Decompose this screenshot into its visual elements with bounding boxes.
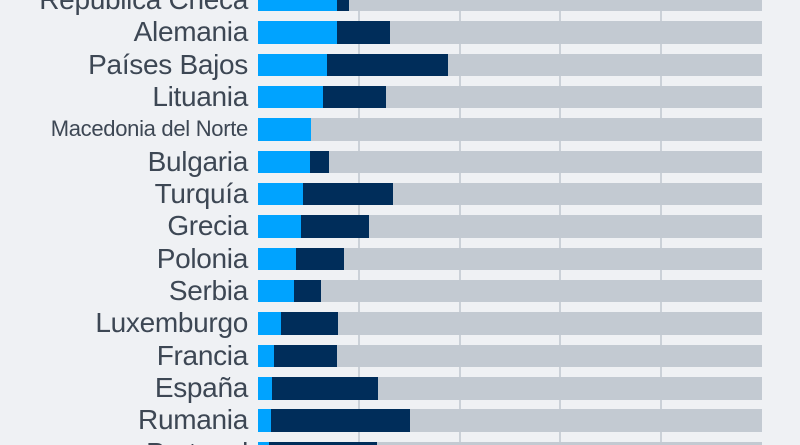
bar-track — [258, 118, 762, 141]
bar-segment-light-blue — [258, 344, 275, 368]
country-label: Lituania — [152, 81, 248, 113]
chart-row: Serbia — [0, 275, 800, 312]
bar-track — [258, 247, 762, 271]
bar-segment-dark-blue — [303, 183, 394, 206]
bar-segment-light-blue — [258, 0, 337, 12]
country-label: España — [154, 372, 248, 404]
bar-track — [258, 150, 762, 174]
country-label: Alemania — [133, 16, 249, 48]
bar-segment-dark-blue — [294, 280, 322, 303]
country-label: Serbia — [168, 275, 248, 307]
bar-segment-dark-blue — [322, 86, 386, 109]
bar-track — [258, 53, 762, 77]
bar-track — [258, 21, 762, 44]
bar-track — [258, 280, 762, 303]
country-label: República Checa — [0, 0, 248, 14]
chart-row: República Checa — [0, 0, 800, 21]
bar-track — [258, 183, 762, 206]
bar-segment-light-blue — [258, 312, 282, 335]
bar-segment-dark-blue — [281, 312, 338, 335]
bar-segment-dark-blue — [296, 247, 344, 271]
country-label: Grecia — [167, 210, 248, 242]
bar-segment-dark-blue — [272, 377, 378, 400]
chart-row: Grecia — [0, 210, 800, 247]
bar-segment-light-blue — [258, 441, 270, 445]
bar-segment-dark-blue — [336, 0, 349, 12]
bar-segment-light-blue — [258, 150, 311, 174]
chart-row: España — [0, 372, 800, 409]
country-label: Portugal — [0, 438, 248, 445]
chart-row: Turquía — [0, 178, 800, 215]
bar-track — [258, 312, 762, 335]
bar-segment-dark-blue — [310, 150, 329, 174]
country-label: Macedonia del Norte — [50, 116, 249, 142]
country-label: Luxemburgo — [95, 307, 248, 339]
chart-row: Polonia — [0, 242, 800, 280]
bar-track — [258, 344, 762, 368]
country-label: Polonia — [156, 242, 249, 274]
bar-segment-light-blue — [258, 21, 337, 44]
bar-segment-dark-blue — [326, 53, 449, 77]
country-label: Rumania — [138, 404, 248, 436]
bar-segment-light-blue — [258, 409, 272, 432]
chart-row: Lituania — [0, 81, 800, 118]
country-label: Francia — [156, 339, 249, 371]
chart-row: Países Bajos — [0, 48, 800, 86]
chart-row: Bulgaria — [0, 145, 800, 183]
bar-segment-light-blue — [258, 215, 302, 238]
bar-segment-light-blue — [258, 53, 327, 77]
country-label: Turquía — [154, 178, 249, 210]
chart-row: Francia — [0, 339, 800, 377]
bar-segment-dark-blue — [301, 215, 369, 238]
bar-segment-light-blue — [258, 247, 297, 271]
bar-segment-light-blue — [258, 280, 295, 303]
chart-row: Macedonia del Norte — [0, 116, 800, 150]
bar-track — [258, 86, 762, 109]
country-label: Países Bajos — [88, 48, 248, 80]
bar-track — [258, 377, 762, 400]
bar-track — [258, 441, 762, 445]
bar-track — [258, 409, 762, 432]
bar-segment-light-blue — [258, 86, 323, 109]
bar-segment-dark-blue — [274, 344, 337, 368]
bar-segment-dark-blue — [271, 409, 411, 432]
bar-segment-light-blue — [258, 183, 304, 206]
bar-track — [258, 215, 762, 238]
chart-row: Rumania — [0, 404, 800, 441]
bar-segment-dark-blue — [336, 21, 391, 44]
bar-track — [258, 0, 762, 12]
chart-row: Alemania — [0, 16, 800, 53]
chart-row: Portugal — [0, 438, 800, 445]
bar-segment-light-blue — [258, 118, 312, 141]
country-label: Bulgaria — [147, 145, 249, 177]
bar-segment-dark-blue — [269, 441, 377, 445]
chart-row: Luxemburgo — [0, 307, 800, 344]
bar-segment-light-blue — [258, 377, 273, 400]
